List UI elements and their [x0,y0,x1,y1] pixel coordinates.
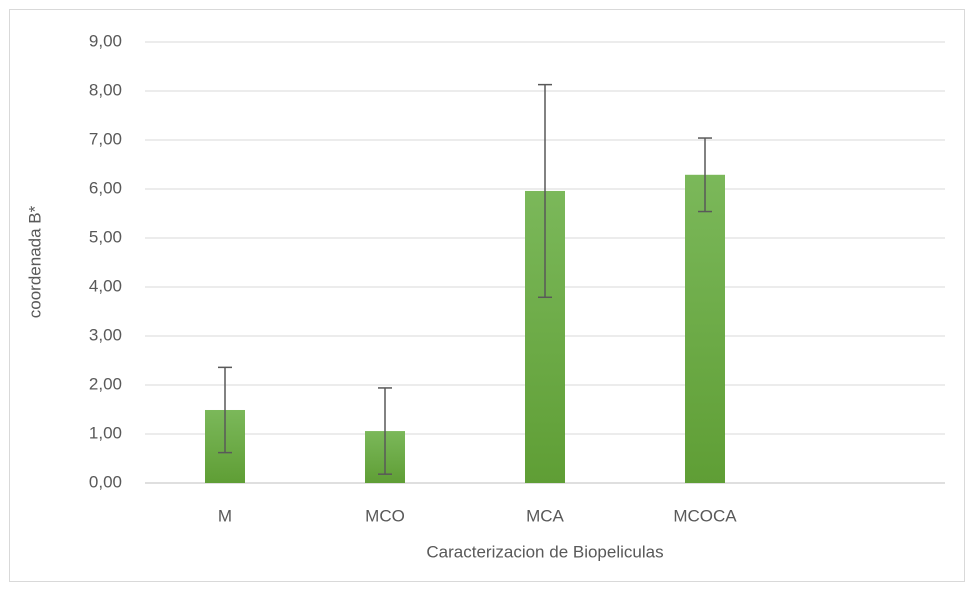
y-tick-label: 3,00 [89,325,122,344]
x-axis-title: Caracterizacion de Biopeliculas [426,542,663,561]
y-tick-label: 2,00 [89,374,122,393]
y-tick-label: 8,00 [89,80,122,99]
y-tick-label: 9,00 [89,31,122,50]
y-tick-label: 1,00 [89,423,122,442]
y-tick-label: 7,00 [89,129,122,148]
x-tick-label: M [218,506,232,525]
x-tick-label: MCA [526,506,564,525]
y-tick-label: 5,00 [89,227,122,246]
y-axis-title: coordenada B* [25,205,44,318]
x-tick-label: MCO [365,506,405,525]
chart-frame [9,9,965,582]
error-bar [218,366,232,454]
error-bar [538,83,552,299]
y-tick-label: 4,00 [89,276,122,295]
x-tick-label: MCOCA [673,506,737,525]
error-bar [698,137,712,213]
error-bar [378,387,392,475]
y-tick-label: 6,00 [89,178,122,197]
y-tick-label: 0,00 [89,472,122,491]
bar [685,174,725,484]
